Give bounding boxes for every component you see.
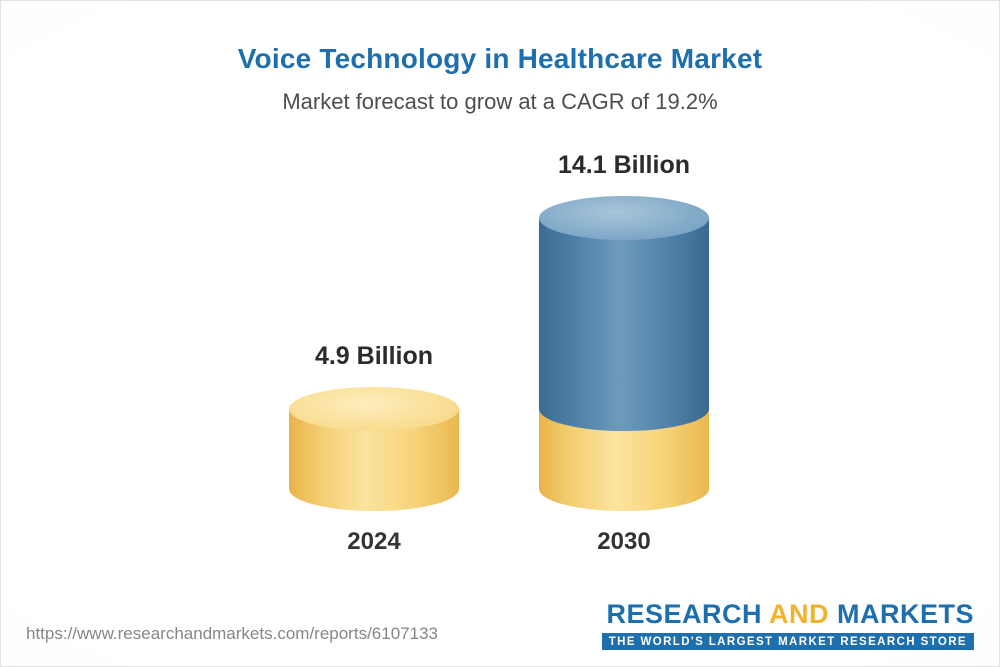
logo-word-markets: MARKETS	[837, 599, 974, 630]
chart-subtitle: Market forecast to grow at a CAGR of 19.…	[282, 89, 718, 114]
logo-wordmark: RESEARCH AND MARKETS	[606, 599, 974, 630]
cylinder-2024	[289, 387, 459, 511]
logo-tagline: THE WORLD'S LARGEST MARKET RESEARCH STOR…	[601, 633, 974, 650]
cylinder-2030	[539, 195, 709, 511]
value-label-2030: 14.1 Billion	[558, 150, 690, 179]
chart-title: Voice Technology in Healthcare Market	[237, 43, 763, 74]
logo-word-and: AND	[768, 599, 829, 630]
value-label-2024: 4.9 Billion	[314, 342, 434, 371]
logo-word-research: RESEARCH	[606, 599, 762, 630]
cylinder-top-ellipse-2030	[539, 195, 709, 240]
bar-group-2030: 14.1 Billion 2030	[539, 151, 709, 557]
category-label-2030: 2030	[597, 528, 651, 555]
category-label-2024: 2024	[347, 528, 401, 555]
research-and-markets-logo: RESEARCH AND MARKETS THE WORLD'S LARGEST…	[601, 599, 974, 650]
source-url: https://www.researchandmarkets.com/repor…	[26, 624, 438, 643]
cylinder-blue-segment-2030	[539, 217, 709, 432]
bar-group-2024: 4.9 Billion 2024	[289, 342, 459, 557]
cylinder-top-ellipse-2024	[289, 387, 459, 432]
